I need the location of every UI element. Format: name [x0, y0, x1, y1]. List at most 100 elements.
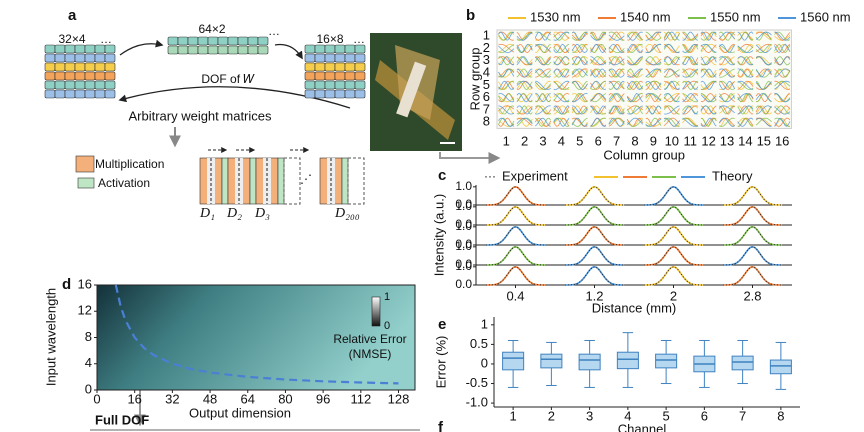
y-tick-label: -0.5	[466, 375, 488, 390]
experiment-peak	[485, 226, 546, 246]
theory-peak	[485, 265, 546, 286]
cell-curve	[755, 93, 772, 103]
cell-curve	[737, 45, 754, 54]
matrix-cell	[104, 89, 116, 99]
colorbar-tick: 1	[384, 291, 390, 303]
matrix-cell	[314, 89, 326, 99]
cell-curve	[663, 117, 680, 127]
x-tick-label: 2	[670, 288, 677, 303]
cell-curve	[516, 56, 533, 66]
cell-curve	[590, 80, 606, 90]
cell-curve	[498, 93, 514, 103]
matrix-cell	[44, 80, 56, 90]
cell-curve	[755, 117, 772, 126]
axis-label: Input wavelength	[43, 288, 58, 386]
cell-curve	[516, 80, 533, 90]
box	[769, 359, 792, 375]
experiment-peak	[485, 246, 546, 266]
cell-curve	[663, 31, 680, 41]
y-tick-label: 4	[85, 355, 92, 370]
layer-outline	[283, 157, 301, 205]
cell-curve	[498, 95, 515, 103]
cell-curve	[737, 56, 754, 66]
ellipsis: …	[100, 32, 112, 46]
cell-curve	[590, 68, 607, 78]
cell-curve	[700, 94, 717, 103]
matrix-cell	[197, 45, 209, 55]
cell-curve	[553, 105, 570, 115]
cell-curve	[535, 105, 551, 115]
y-tick-label: 0.0	[455, 217, 472, 231]
matrix-cell	[54, 80, 66, 90]
cell-curve	[626, 68, 643, 78]
heatmap	[97, 285, 415, 390]
cell-curve	[626, 31, 643, 41]
cell-curve	[498, 93, 515, 103]
matrix-cell	[324, 53, 336, 63]
matrix-cell	[44, 89, 56, 99]
cell-curve	[700, 80, 717, 90]
matrix-cell	[324, 71, 336, 81]
matrix-cell	[74, 53, 86, 63]
matrix-cell	[54, 62, 66, 72]
box	[731, 355, 754, 371]
x-tick-label: 0.4	[506, 288, 524, 303]
cell-curve	[719, 105, 735, 114]
theory-peak	[564, 225, 625, 246]
cell-curve	[571, 80, 588, 90]
x-tick-label: 15	[757, 133, 771, 148]
axis-label: Output dimension	[189, 405, 291, 420]
cell-curve	[682, 93, 698, 103]
cell-curve	[682, 56, 698, 66]
matrix-cell	[247, 45, 259, 55]
theory-peak	[643, 245, 704, 266]
cell-curve	[700, 117, 717, 127]
legend-swatch	[77, 177, 95, 189]
cell-curve	[774, 68, 791, 78]
cell-curve	[700, 105, 717, 115]
cell-curve	[774, 117, 790, 127]
cell-curve	[571, 43, 588, 54]
legend-label: Experiment	[502, 168, 568, 183]
cell-curve	[608, 31, 625, 41]
cell-curve	[719, 93, 735, 102]
x-tick-label: 1.2	[585, 288, 603, 303]
matrix-cell	[74, 80, 86, 90]
experiment-peak	[564, 266, 625, 286]
cell-curve	[718, 80, 736, 90]
cell-curve	[608, 68, 625, 78]
label: 64×2	[198, 22, 225, 36]
cell-curve	[608, 80, 625, 90]
y-tick-label: 8	[483, 114, 490, 129]
matrix-cell	[324, 44, 336, 54]
cell-curve	[608, 43, 625, 54]
matrix-cell	[177, 45, 189, 55]
cell-curve	[534, 69, 551, 78]
cell-curve	[571, 56, 588, 66]
cell-curve	[534, 68, 551, 78]
x-tick-label: 1	[503, 133, 510, 148]
cell-curve	[645, 56, 662, 66]
cell-curve	[516, 93, 533, 103]
theory-peak	[722, 205, 783, 226]
cell-curve	[608, 117, 625, 127]
cell-curve	[663, 56, 680, 66]
cell-curve	[755, 43, 772, 53]
theory-peak	[564, 205, 625, 226]
panel-label: a	[68, 7, 77, 24]
x-tick-label: 6	[701, 408, 708, 423]
x-tick-label: 11	[683, 133, 697, 148]
matrix-cell	[94, 44, 106, 54]
theory-peak	[722, 225, 783, 246]
y-tick-label: 0	[481, 355, 488, 370]
y-tick-label: -1.0	[466, 395, 488, 410]
label: 32×4	[58, 32, 85, 46]
cell-curve	[682, 93, 698, 103]
matrix-cell	[237, 45, 249, 55]
x-tick-label: 6	[595, 133, 602, 148]
axis-label: Column group	[603, 147, 685, 162]
matrix-cell	[344, 53, 356, 63]
x-tick-label: 2	[548, 408, 555, 423]
x-tick-label: 16	[127, 391, 141, 406]
y-tick-label: 4	[483, 64, 490, 79]
